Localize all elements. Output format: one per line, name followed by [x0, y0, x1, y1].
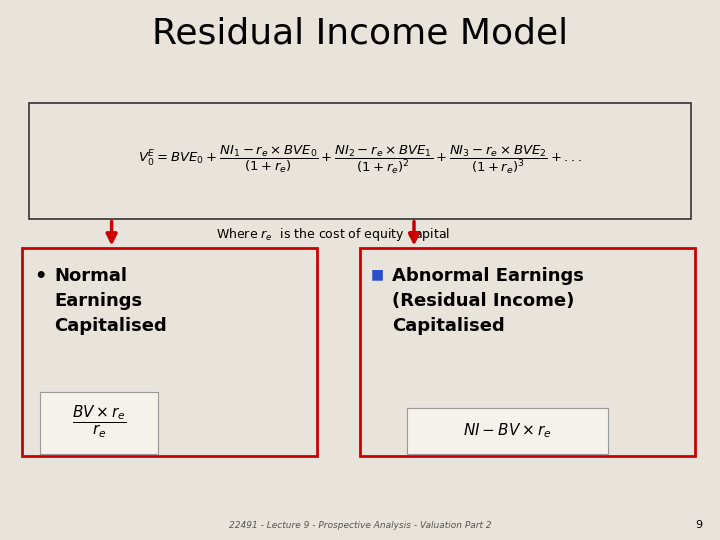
Text: $\dfrac{BV \times r_e}{r_e}$: $\dfrac{BV \times r_e}{r_e}$: [72, 404, 127, 440]
Text: Where $\mathit{r}_e$  is the cost of equity capital: Where $\mathit{r}_e$ is the cost of equi…: [216, 226, 450, 244]
Text: Residual Income Model: Residual Income Model: [152, 16, 568, 50]
FancyBboxPatch shape: [407, 408, 608, 454]
FancyBboxPatch shape: [360, 248, 695, 456]
Text: 9: 9: [695, 520, 702, 530]
Text: 22491 - Lecture 9 - Prospective Analysis - Valuation Part 2: 22491 - Lecture 9 - Prospective Analysis…: [229, 521, 491, 530]
FancyBboxPatch shape: [29, 103, 691, 219]
Text: ■: ■: [371, 267, 384, 281]
FancyBboxPatch shape: [40, 392, 158, 454]
Text: Abnormal Earnings
(Residual Income)
Capitalised: Abnormal Earnings (Residual Income) Capi…: [392, 267, 584, 335]
Text: $V_0^E = BVE_0 + \dfrac{NI_1 - r_e \times BVE_0}{(1+r_e)} + \dfrac{NI_2 - r_e \t: $V_0^E = BVE_0 + \dfrac{NI_1 - r_e \time…: [138, 143, 582, 176]
Text: Normal
Earnings
Capitalised: Normal Earnings Capitalised: [54, 267, 167, 335]
Text: $NI - BV \times r_e$: $NI - BV \times r_e$: [463, 422, 552, 440]
Text: •: •: [34, 267, 46, 286]
FancyBboxPatch shape: [22, 248, 317, 456]
